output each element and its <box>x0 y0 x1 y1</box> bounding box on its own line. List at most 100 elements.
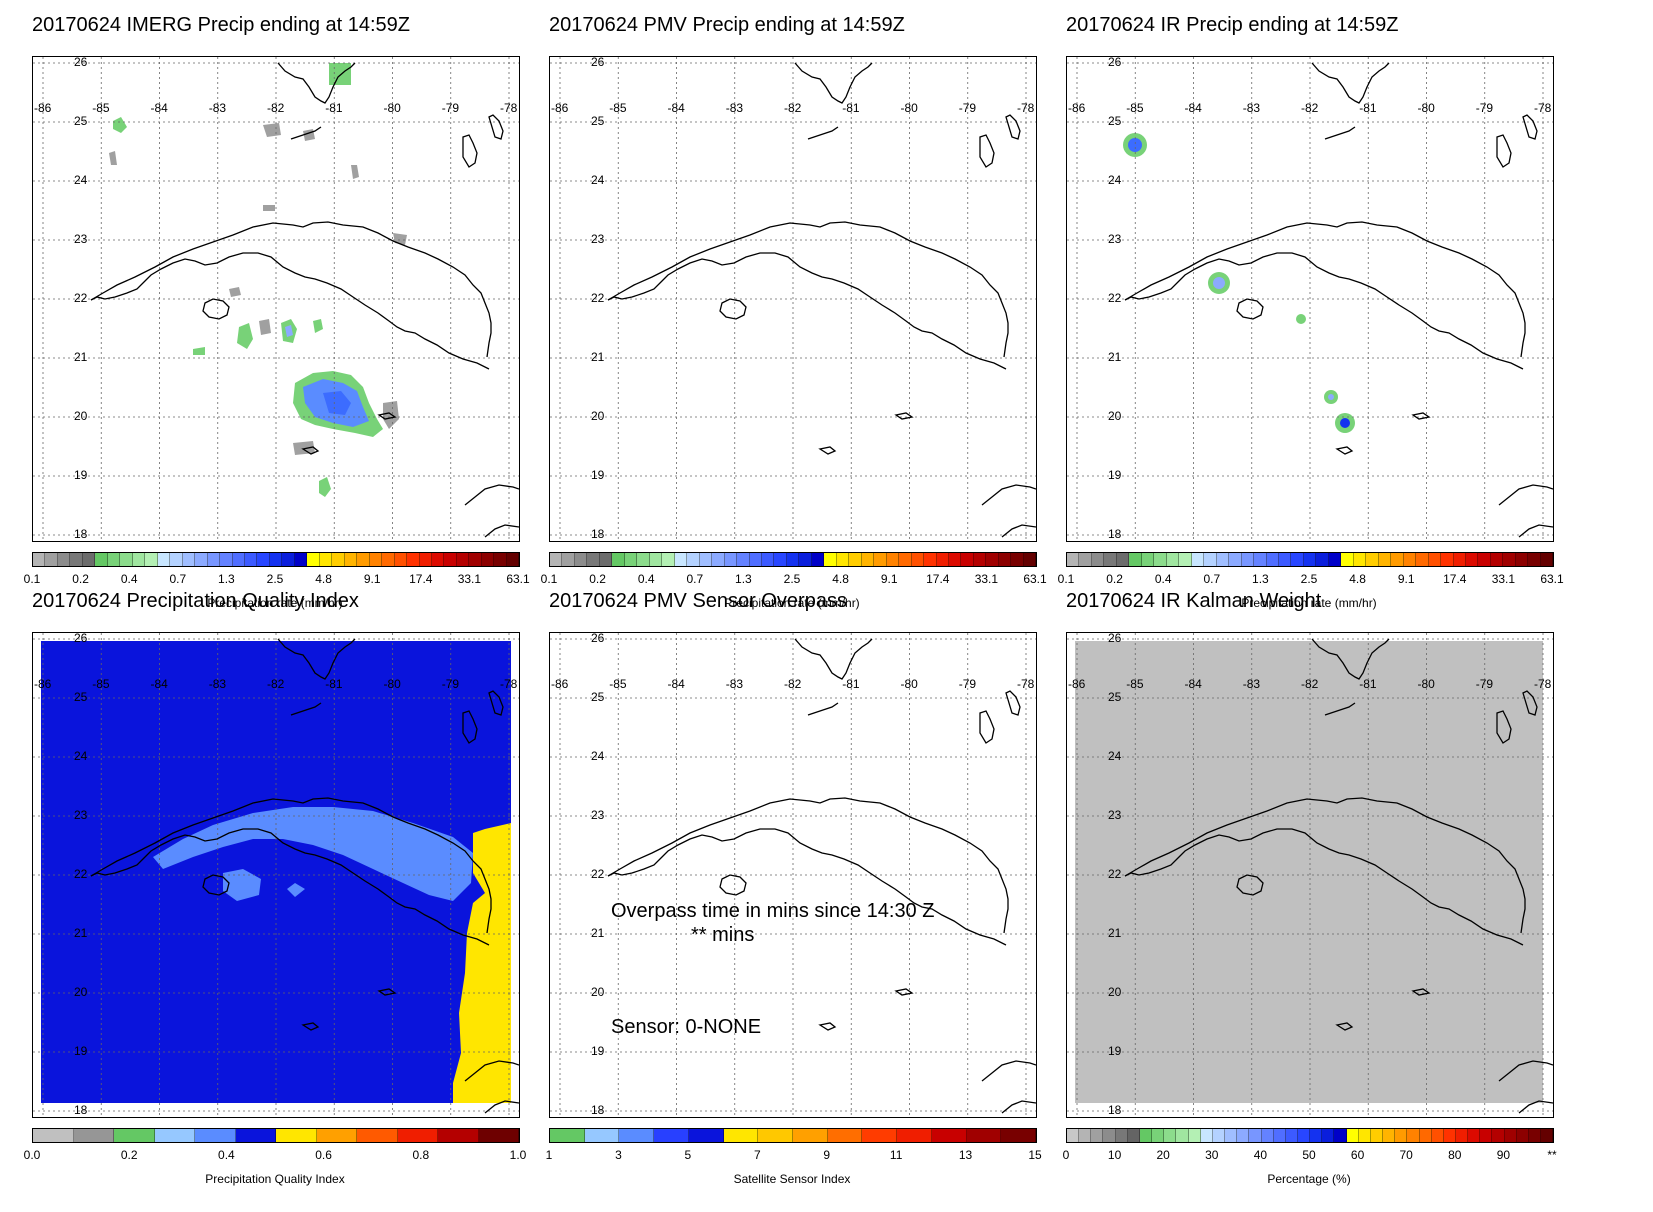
lat-label: 24 <box>74 173 88 187</box>
colorbar-swatch <box>1229 553 1242 566</box>
colorbar-tick-label: 15 <box>1028 1148 1042 1162</box>
lon-label: -78 <box>1534 677 1552 691</box>
colorbar-swatch <box>1297 1129 1311 1142</box>
coastline <box>202 874 230 896</box>
coastline <box>1518 1100 1553 1114</box>
colorbar-swatch <box>182 553 196 566</box>
colorbar-swatch <box>1515 553 1529 566</box>
colorbar-tick-label: 1 <box>545 1148 553 1162</box>
colorbar-swatch <box>1478 553 1491 566</box>
coastline <box>90 252 490 370</box>
coastline <box>277 638 356 680</box>
coastline <box>1324 126 1356 140</box>
colorbar-swatch <box>170 553 183 566</box>
lat-label: 25 <box>74 114 88 128</box>
lon-label: -82 <box>1301 677 1319 691</box>
colorbar-swatch <box>1334 1129 1347 1142</box>
coastline <box>1001 524 1036 538</box>
colorbar-swatch <box>1540 553 1554 566</box>
colorbar-swatch <box>1067 553 1080 566</box>
colorbar-swatch <box>1188 1129 1201 1142</box>
colorbar-swatch <box>33 1129 74 1142</box>
lat-label: 20 <box>591 985 605 999</box>
colorbar-swatch <box>1115 1129 1128 1142</box>
colorbar-swatch <box>1104 553 1117 566</box>
kalman-weight-fill <box>1075 641 1543 1103</box>
colorbar-swatch <box>1176 1129 1189 1142</box>
colorbar-swatch <box>1129 553 1142 566</box>
colorbar-swatch <box>1241 553 1255 566</box>
map-canvas <box>550 57 1036 541</box>
coastline <box>1518 524 1553 538</box>
colorbar-swatch <box>1079 553 1092 566</box>
lon-label: -80 <box>1417 677 1435 691</box>
map-canvas <box>550 633 1036 1117</box>
colorbar-tick-label: 10 <box>1107 1148 1122 1162</box>
lon-label: -78 <box>1534 101 1552 115</box>
colorbar-swatch <box>1516 1129 1529 1142</box>
colorbar-swatch <box>1164 1129 1177 1142</box>
lat-label: 23 <box>591 808 605 822</box>
colorbar-swatch <box>33 553 46 566</box>
colorbar-swatch <box>973 553 987 566</box>
coastline <box>1124 797 1526 934</box>
lon-label: -78 <box>1017 677 1035 691</box>
lon-label: -83 <box>1242 677 1261 691</box>
colorbar-swatch <box>332 553 345 566</box>
precip-cell <box>1296 314 1306 324</box>
colorbar-swatch <box>73 1129 114 1142</box>
colorbar-swatch <box>294 553 308 566</box>
colorbar-tick-label: 0.1 <box>23 572 41 586</box>
colorbar-swatch <box>1254 553 1267 566</box>
precip-cell <box>351 165 359 179</box>
map-area <box>549 56 1037 542</box>
precip-cell <box>109 151 117 165</box>
coastline <box>1335 446 1354 455</box>
lat-label: 18 <box>74 1103 88 1117</box>
colorbar-swatch <box>654 1129 689 1142</box>
lat-label: 22 <box>1108 867 1122 881</box>
colorbar-tick-label: 9.1 <box>880 572 898 586</box>
coastline <box>1522 690 1538 716</box>
colorbar-swatch <box>1237 1129 1250 1142</box>
colorbar-swatch <box>357 1129 398 1142</box>
colorbar-tick-label: 33.1 <box>1491 572 1516 586</box>
coastline <box>1124 828 1524 946</box>
lon-label: -84 <box>667 101 685 115</box>
coastline <box>377 412 397 420</box>
colorbar-swatch <box>195 1129 236 1142</box>
colorbar-swatch <box>1504 1129 1517 1142</box>
lon-label: -84 <box>1184 101 1202 115</box>
colorbar-tick-label: 50 <box>1302 1148 1316 1162</box>
colorbar-swatch <box>469 553 482 566</box>
lon-label: -85 <box>609 677 627 691</box>
coastline <box>607 221 1009 358</box>
lat-label: 18 <box>591 1103 605 1117</box>
colorbar-tick-label: 9.1 <box>1397 572 1415 586</box>
colorbar-tick-label: 63.1 <box>506 572 530 586</box>
colorbar-tick-label: 0.4 <box>218 1148 235 1162</box>
colorbar-tick-label: 4.8 <box>315 572 332 586</box>
colorbar-swatch <box>931 1129 967 1142</box>
lon-label: -82 <box>267 677 285 691</box>
colorbar-tick-label: 0.7 <box>1203 572 1221 586</box>
colorbar-swatch <box>1166 553 1180 566</box>
precip-cell <box>323 391 351 415</box>
colorbar <box>32 552 520 567</box>
coastline <box>1496 134 1512 168</box>
colorbar-swatch <box>1127 1129 1140 1142</box>
coastline <box>1324 702 1356 716</box>
coastline <box>607 828 1007 946</box>
colorbar-swatch <box>649 553 663 566</box>
colorbar-swatch <box>397 1129 438 1142</box>
lat-label: 25 <box>74 690 88 704</box>
colorbar-swatch <box>235 1129 276 1142</box>
colorbar-swatch <box>1416 553 1429 566</box>
colorbar-tick-label: 90 <box>1496 1148 1511 1162</box>
colorbar-swatch <box>1378 553 1392 566</box>
colorbar-tick-label: 0.2 <box>1106 572 1123 586</box>
colorbar-swatch <box>57 553 71 566</box>
coastline <box>377 988 397 996</box>
lon-label: -81 <box>1359 677 1377 691</box>
lat-label: 24 <box>74 749 88 763</box>
